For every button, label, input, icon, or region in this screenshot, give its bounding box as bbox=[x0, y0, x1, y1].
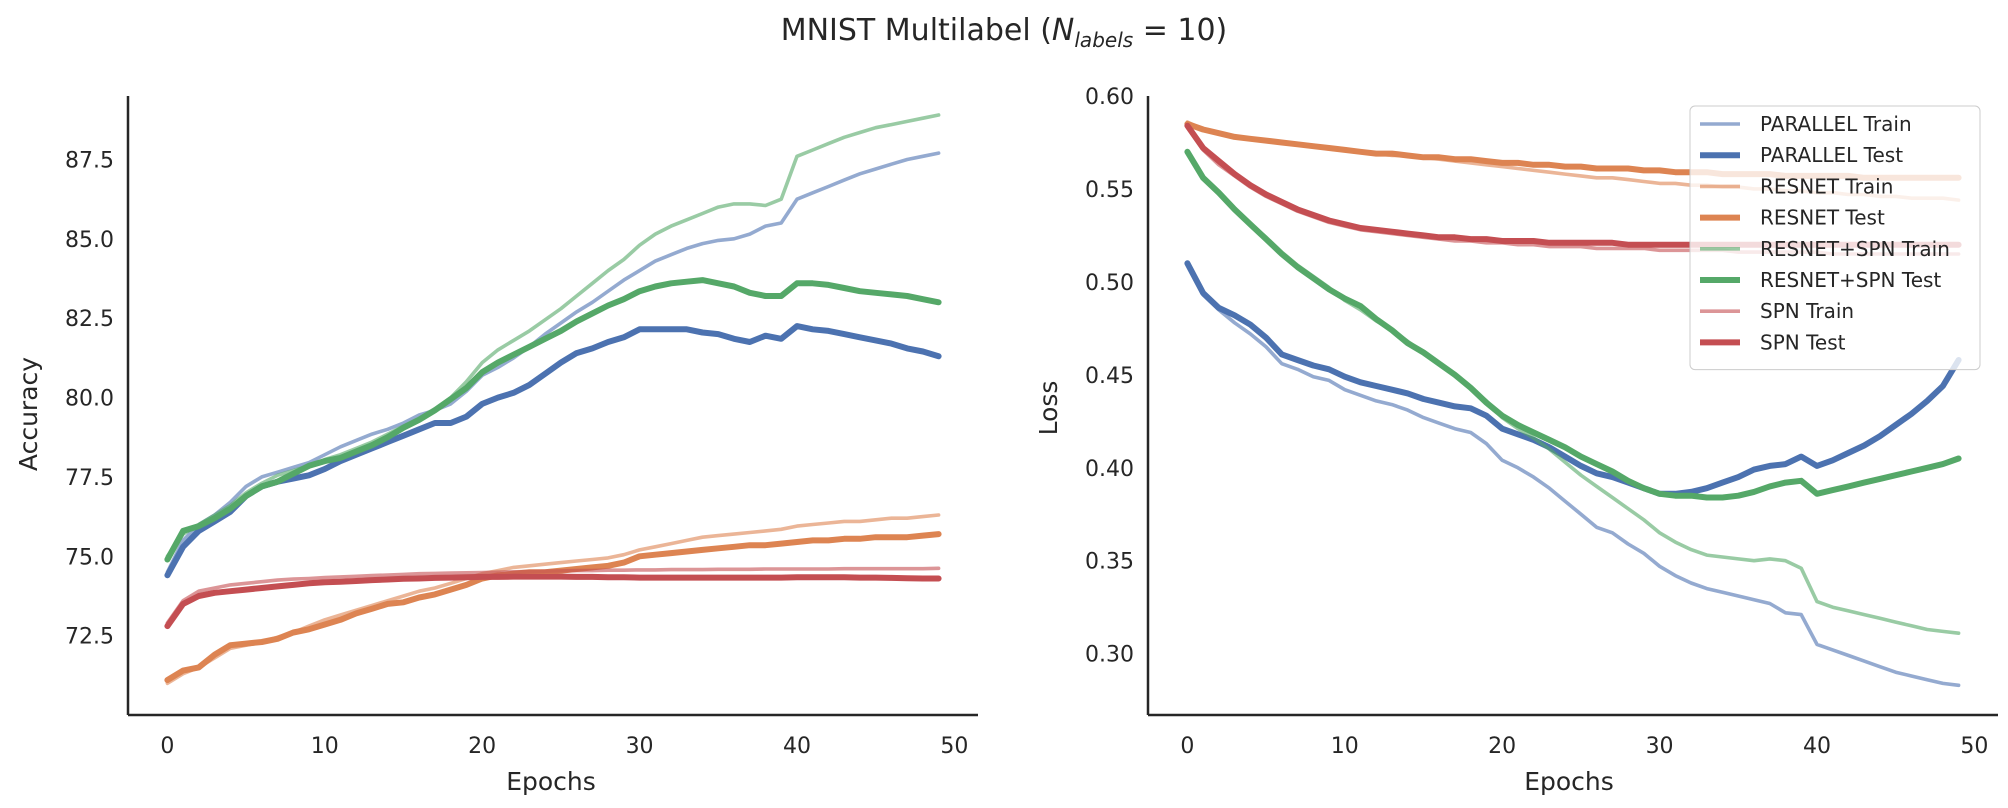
figure-title: MNIST Multilabel (Nlabels = 10) bbox=[781, 13, 1228, 52]
loss-series-parallel-train bbox=[1185, 263, 1961, 688]
legend-item-resnet-spn-train: RESNET+SPN Train bbox=[1700, 237, 1950, 261]
accuracy-series-spn-test bbox=[164, 573, 942, 630]
loss-x-tick-label: 30 bbox=[1646, 734, 1674, 759]
legend-item-spn-test: SPN Test bbox=[1700, 330, 1846, 354]
accuracy-y-tick-label: 82.5 bbox=[65, 307, 114, 332]
loss-x-tick-label: 50 bbox=[1960, 734, 1988, 759]
loss-x-tick-label: 40 bbox=[1803, 734, 1831, 759]
accuracy-y-tick-label: 87.5 bbox=[65, 148, 114, 173]
loss-series-resnet-spn-test bbox=[1184, 148, 1962, 501]
accuracy-x-tick-label: 20 bbox=[468, 734, 496, 759]
loss-x-tick-label: 10 bbox=[1331, 734, 1359, 759]
accuracy-x-tick-label: 0 bbox=[160, 734, 174, 759]
title-tail: = 10) bbox=[1133, 13, 1227, 48]
legend-label: RESNET+SPN Train bbox=[1760, 237, 1950, 261]
legend-label: PARALLEL Test bbox=[1760, 143, 1903, 167]
accuracy-y-tick-label: 75.0 bbox=[65, 545, 114, 570]
loss-y-tick-label: 0.40 bbox=[1085, 457, 1134, 482]
accuracy-x-tick-label: 30 bbox=[626, 734, 654, 759]
accuracy-chart: 0 10 20 30 40 5072.575.077.580.082.585.087.5 … bbox=[14, 96, 978, 796]
accuracy-y-axis-label: Accuracy bbox=[14, 357, 43, 471]
accuracy-y-tick-label: 72.5 bbox=[65, 625, 114, 650]
legend-item-spn-train: SPN Train bbox=[1700, 299, 1854, 323]
accuracy-series-resnet-test bbox=[164, 531, 942, 684]
legend-label: RESNET Test bbox=[1760, 206, 1885, 230]
accuracy-y-tick-label: 80.0 bbox=[65, 387, 114, 412]
legend-item-parallel-train: PARALLEL Train bbox=[1700, 112, 1912, 136]
loss-y-tick-label: 0.30 bbox=[1085, 643, 1134, 668]
title-subscript: labels bbox=[1074, 28, 1133, 52]
accuracy-y-tick-label: 77.5 bbox=[65, 466, 114, 491]
legend-label: RESNET Train bbox=[1760, 174, 1893, 198]
legend-item-resnet-spn-test: RESNET+SPN Test bbox=[1700, 268, 1941, 292]
title-main: MNIST Multilabel ( bbox=[781, 13, 1052, 48]
accuracy-y-tick-label: 85.0 bbox=[65, 228, 114, 253]
loss-y-tick-label: 0.45 bbox=[1085, 364, 1134, 389]
loss-y-axis-label: Loss bbox=[1034, 381, 1063, 436]
loss-series-parallel-test bbox=[1184, 260, 1962, 497]
legend-label: RESNET+SPN Test bbox=[1760, 268, 1941, 292]
loss-y-tick-label: 0.50 bbox=[1085, 271, 1134, 296]
loss-x-tick-label: 20 bbox=[1488, 734, 1516, 759]
legend-label: SPN Test bbox=[1760, 330, 1846, 354]
loss-x-axis-label: Epochs bbox=[1524, 767, 1614, 796]
accuracy-series-parallel-train bbox=[165, 151, 941, 575]
legend: PARALLEL Train PARALLEL Test RESNET Train R… bbox=[1689, 105, 1981, 371]
accuracy-series-spn-train bbox=[165, 566, 941, 625]
accuracy-x-tick-label: 40 bbox=[783, 734, 811, 759]
legend-item-parallel-test: PARALLEL Test bbox=[1700, 143, 1903, 167]
legend-label: SPN Train bbox=[1760, 299, 1854, 323]
loss-axes: 0 10 20 30 40 50 0.30 0.35 0.40 0.45 0.50 0.55 0.60 bbox=[1085, 85, 1998, 759]
loss-y-tick-label: 0.55 bbox=[1085, 178, 1134, 203]
legend-item-resnet-train: RESNET Train bbox=[1700, 174, 1893, 198]
loss-y-tick-label: 0.60 bbox=[1085, 85, 1134, 110]
accuracy-x-tick-label: 10 bbox=[311, 734, 339, 759]
accuracy-lines bbox=[164, 113, 942, 686]
legend-frame bbox=[1689, 105, 1981, 371]
legend-label: PARALLEL Train bbox=[1760, 112, 1912, 136]
loss-y-tick-label: 0.35 bbox=[1085, 550, 1134, 575]
accuracy-x-axis-label: Epochs bbox=[506, 767, 596, 796]
accuracy-axes: 0 10 20 30 40 50 72.5 75.0 77.5 80.0 82.5 85.0 87.5 bbox=[65, 96, 978, 759]
accuracy-series-parallel-test bbox=[164, 323, 942, 579]
accuracy-series-resnet-spn-test bbox=[164, 277, 942, 563]
title-variable: N bbox=[1052, 13, 1074, 48]
legend-item-resnet-test: RESNET Test bbox=[1700, 206, 1885, 230]
accuracy-x-tick-label: 50 bbox=[940, 734, 968, 759]
loss-x-tick-label: 0 bbox=[1180, 734, 1194, 759]
